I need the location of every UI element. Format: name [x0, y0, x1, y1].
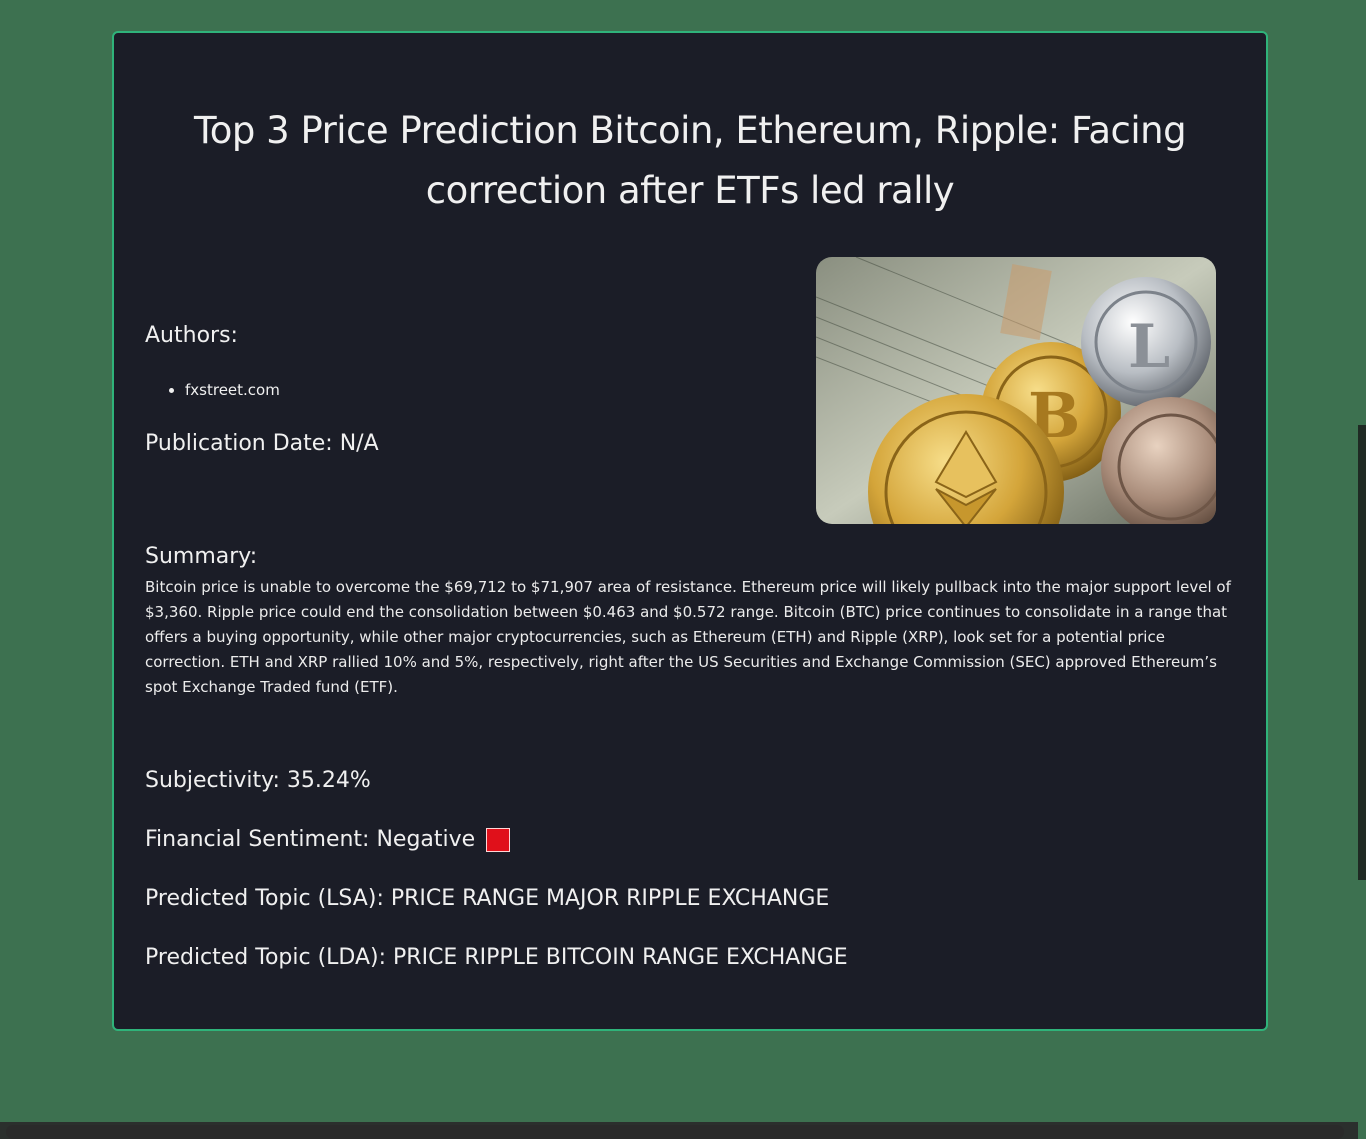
vertical-scrollbar[interactable]: [1358, 0, 1366, 1121]
svg-text:L: L: [1128, 312, 1170, 382]
authors-list: fxstreet.com: [145, 378, 280, 402]
article-card: Top 3 Price Prediction Bitcoin, Ethereum…: [112, 31, 1268, 1031]
financial-sentiment: Financial Sentiment: Negative: [145, 825, 511, 855]
horizontal-scrollbar[interactable]: [0, 1122, 1358, 1139]
author-item: fxstreet.com: [185, 378, 280, 402]
sentiment-indicator-icon: [486, 828, 511, 852]
predicted-topic-lda: Predicted Topic (LDA): PRICE RIPPLE BITC…: [145, 945, 848, 970]
article-image: B L: [816, 257, 1216, 524]
subjectivity: Subjectivity: 35.24%: [145, 768, 371, 793]
article-title: Top 3 Price Prediction Bitcoin, Ethereum…: [193, 109, 1187, 212]
vertical-scrollbar-thumb[interactable]: [1358, 425, 1366, 880]
publication-date: Publication Date: N/A: [145, 431, 379, 456]
predicted-topic-lsa: Predicted Topic (LSA): PRICE RANGE MAJOR…: [145, 886, 830, 911]
sentiment-text: Financial Sentiment: Negative: [145, 827, 476, 852]
authors-label: Authors:: [145, 323, 238, 348]
horizontal-scrollbar-thumb[interactable]: [6, 1125, 1344, 1139]
summary-label: Summary:: [145, 544, 258, 569]
summary-text: Bitcoin price is unable to overcome the …: [145, 578, 1231, 696]
